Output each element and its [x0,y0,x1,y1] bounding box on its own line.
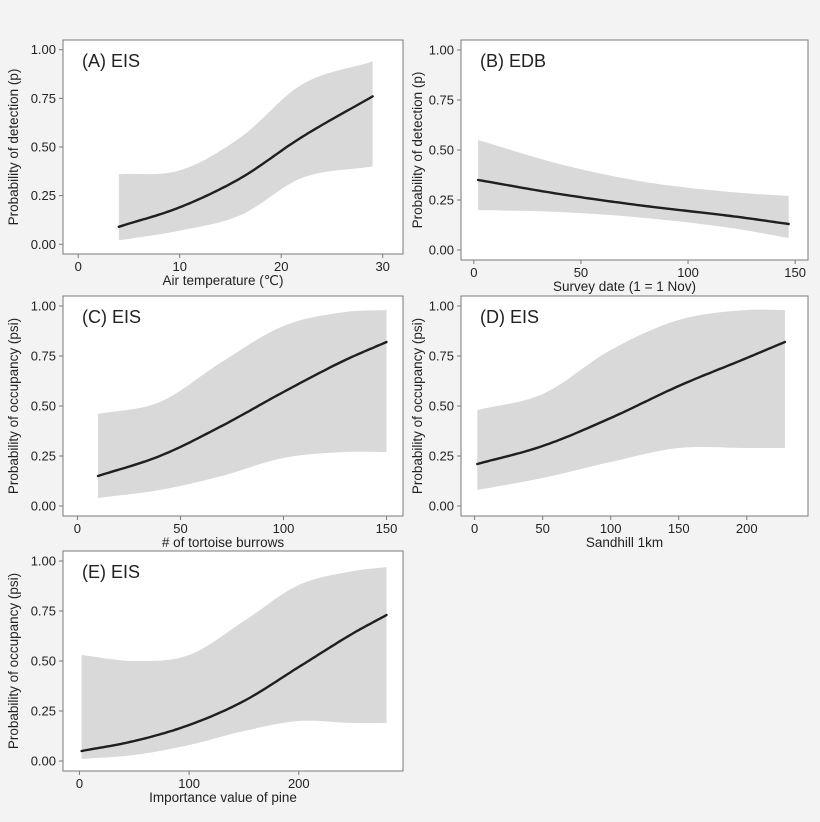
confidence-ribbon [477,309,785,490]
y-tick-label: 0.75 [31,349,56,364]
panel-title: (D) EIS [480,307,539,327]
y-axis-label: Probability of occupancy (psi) [6,318,21,494]
confidence-ribbon [81,567,387,759]
y-axis-label: Probability of occupancy (psi) [6,573,21,749]
y-tick-label: 0.50 [31,654,56,669]
y-tick-label: 0.75 [31,91,56,106]
panel-b: 0.00 0.25 0.50 0.75 1.00 0 50 100 150 Survey date… [410,39,809,294]
x-tick-label: 0 [75,259,82,274]
y-tick-label: 0.25 [429,449,454,464]
x-tick-label: 150 [376,521,398,536]
y-tick-label: 1.00 [31,299,56,314]
x-axis-label: # of tortoise burrows [162,535,285,550]
x-tick-label: 50 [535,521,549,536]
y-tick-label: 1.00 [31,42,56,57]
fitted-curve-fitted [117,95,374,228]
fitted-curve-fitted [476,340,787,466]
x-axis-label: Air temperature (℃) [163,273,284,288]
x-tick-label: 100 [677,265,699,280]
y-tick-label: 0.50 [31,140,56,155]
fitted-curve-fitted [80,613,388,753]
panel-title: (B) EDB [480,51,546,71]
x-axis-label: Survey date (1 = 1 Nov) [553,279,696,294]
y-tick-label: 0.00 [429,243,454,258]
y-tick-label: 0.25 [31,188,56,203]
x-tick-label: 100 [178,776,200,791]
x-tick-label: 0 [74,521,81,536]
x-tick-label: 0 [470,265,477,280]
x-tick-label: 50 [173,521,187,536]
y-tick-label: 0.50 [31,399,56,414]
y-tick-label: 1.00 [429,43,454,58]
x-axis-label: Sandhill 1km [586,535,663,550]
fitted-curve-fitted [96,340,388,478]
y-tick-label: 0.25 [31,704,56,719]
y-tick-label: 0.00 [31,499,56,514]
y-tick-label: 0.75 [429,93,454,108]
panel-a: 0.00 0.25 0.50 0.75 1.00 0 10 20 30 Air temperatu… [6,39,404,288]
x-tick-label: 150 [668,521,690,536]
y-tick-label: 0.00 [31,237,56,252]
x-tick-label: 20 [274,259,288,274]
x-tick-label: 0 [471,521,478,536]
x-tick-label: 150 [784,265,806,280]
panel-title: (C) EIS [82,307,141,327]
y-tick-label: 0.00 [429,499,454,514]
x-tick-label: 50 [574,265,588,280]
y-axis-label: Probability of occupancy (psi) [410,318,425,494]
x-tick-label: 200 [288,776,310,791]
y-tick-label: 0.75 [31,604,56,619]
y-tick-label: 0.00 [31,754,56,769]
y-tick-label: 1.00 [31,554,56,569]
y-tick-label: 0.75 [429,349,454,364]
x-tick-label: 100 [600,521,622,536]
x-tick-label: 10 [172,259,186,274]
x-tick-label: 200 [736,521,758,536]
y-tick-label: 0.25 [429,193,454,208]
y-tick-label: 0.50 [429,143,454,158]
panel-c: 0.00 0.25 0.50 0.75 1.00 0 50 100 150 # of tortoi… [6,295,404,550]
y-axis-label: Probability of detection (p) [410,72,425,229]
x-axis-label: Importance value of pine [149,790,297,805]
panel-d: 0.00 0.25 0.50 0.75 1.00 0 50 100 150 200 Sandhill… [410,295,809,550]
x-tick-label: 100 [273,521,295,536]
y-tick-label: 0.50 [429,399,454,414]
x-tick-label: 0 [76,776,83,791]
y-tick-label: 1.00 [429,299,454,314]
panel-title: (E) EIS [82,562,140,582]
confidence-ribbon [118,61,373,241]
y-tick-label: 0.25 [31,449,56,464]
y-axis-label: Probability of detection (p) [6,69,21,226]
x-tick-label: 30 [375,259,389,274]
fitted-curve-fitted [476,178,790,226]
panel-title: (A) EIS [82,51,140,71]
